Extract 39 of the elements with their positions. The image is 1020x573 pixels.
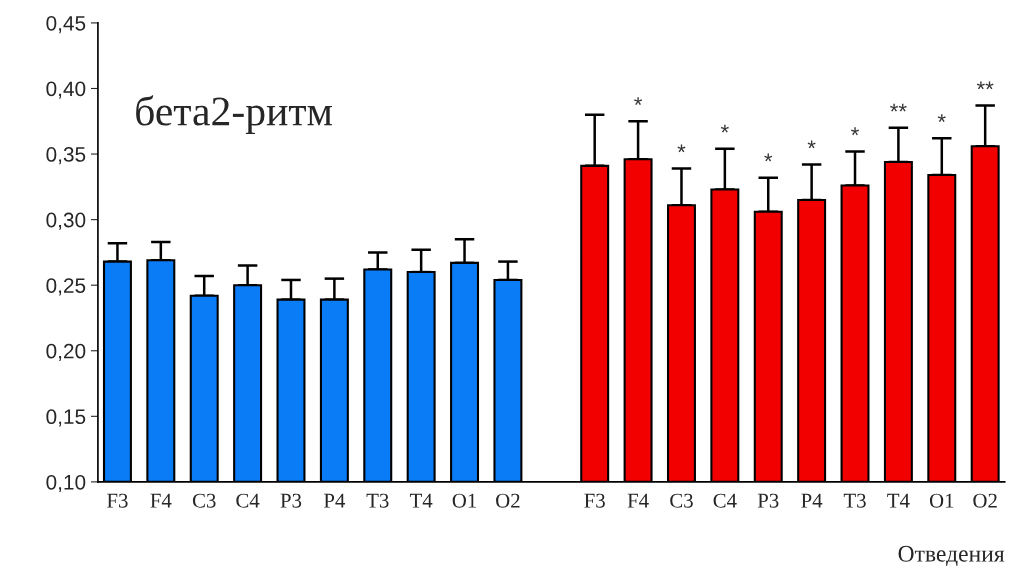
x-tick-label: P3 (757, 493, 779, 508)
x-tick-label: P4 (801, 493, 823, 508)
y-tick-label: 0,10 (46, 474, 86, 493)
y-tick-label: 0,15 (46, 409, 86, 427)
x-tick-label: O2 (973, 493, 997, 508)
x-tick-label: P4 (323, 493, 346, 508)
data-label: * (634, 97, 643, 106)
x-tick-label: F3 (107, 493, 128, 508)
x-tick-label: T4 (887, 493, 910, 508)
x-tick-label: T3 (843, 493, 866, 508)
data-label: * (807, 140, 816, 149)
data-label: * (720, 124, 729, 133)
data-label: * (937, 114, 946, 123)
x-tick-label: C4 (236, 493, 260, 508)
data-label: * (851, 127, 859, 136)
x-tick-label: F4 (627, 493, 649, 508)
data-label: * (764, 153, 773, 162)
x-axis-title: Отведения (898, 545, 1005, 567)
x-tick-label: O1 (452, 493, 477, 508)
x-tick-label: P3 (280, 493, 302, 508)
data-label: ** (976, 81, 994, 90)
data-label: ** (890, 103, 907, 112)
y-tick-label: 0,30 (46, 212, 86, 230)
y-tick-label: 0,45 (46, 15, 86, 34)
text: бета2-ритм (136, 95, 332, 135)
x-tick-label: T3 (366, 493, 389, 508)
y-tick-label: 0,20 (46, 343, 86, 361)
x-tick-label: F3 (584, 493, 605, 508)
x-tick-label: F4 (150, 493, 172, 508)
y-tick-label: 0,25 (46, 278, 86, 296)
x-tick-label: T4 (409, 493, 433, 508)
data-label: * (677, 144, 686, 153)
x-tick-label: C3 (670, 493, 693, 508)
x-tick-label: C3 (192, 493, 216, 508)
y-tick-label: 0,35 (46, 147, 86, 165)
x-tick-label: O1 (929, 493, 954, 508)
y-tick-label: 0,40 (46, 81, 86, 99)
x-tick-label: C4 (713, 493, 737, 508)
x-tick-label: O2 (496, 493, 520, 508)
